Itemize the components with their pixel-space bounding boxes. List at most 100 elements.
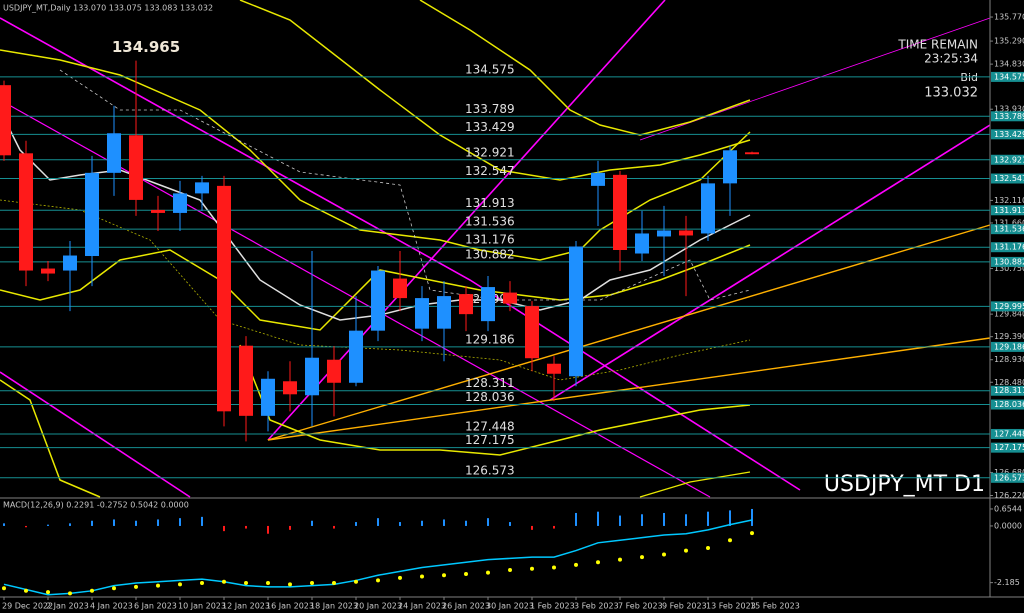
candle-body [85,172,99,257]
level-price-box [991,472,1024,483]
candle-body [635,233,649,254]
candle-body [19,153,33,271]
y-tick-label: 131.660 [994,218,1024,227]
y-tick-label: 133.930 [994,105,1024,114]
candle-body [437,296,451,329]
candle-body [701,183,715,234]
macd-bar [377,518,379,526]
signal-dot [222,579,226,584]
signal-dot [706,546,710,550]
x-tick-label: 13 Feb 2023 [706,602,756,611]
macd-bar [179,518,181,526]
y-tick-label: 126.680 [994,468,1024,477]
signal-dot [486,570,490,575]
candle-body [217,185,231,412]
signal-dot [596,560,600,565]
level-label: 130.882 [465,247,515,261]
candle-body [613,174,627,251]
candle-body [371,270,385,331]
macd-bar [157,519,159,526]
macd-bar [443,519,445,526]
level-price-label: 128.311 [994,386,1024,395]
time-remain-label: TIME REMAIN [897,38,978,52]
level-price-box [991,341,1024,352]
candle-body [679,230,693,236]
trend-line [0,17,801,491]
time-remain: 23:25:34 [924,52,978,66]
y-tick-label: 130.750 [994,264,1024,273]
level-price-label: 134.575 [994,72,1024,81]
level-price-box [991,129,1024,140]
bid: 133.032 [924,86,978,101]
signal-dot [332,581,336,586]
macd-bar [465,520,467,526]
band-upper [419,0,751,136]
macd-bar [91,520,93,526]
x-tick-label: 15 Feb 2023 [750,602,800,611]
signal-dot [398,575,402,580]
macd-bar [399,522,401,526]
macd-bar [201,516,203,526]
level-price-label: 133.429 [994,130,1024,139]
y-tick-label: 129.390 [994,332,1024,341]
macd-bar [69,523,71,526]
candle-body [349,330,363,383]
level-price-label: 131.913 [994,206,1024,215]
signal-dot [244,581,248,586]
candle-body [657,230,671,237]
signal-dot [178,582,182,587]
level-price-label: 132.921 [994,155,1024,164]
macd-line [3,519,753,596]
level-price-label: 129.995 [994,302,1024,311]
trend-line [0,371,191,498]
x-tick-label: 1 Feb 2023 [530,602,575,611]
macd-bar [3,523,5,526]
signal-dot [2,586,6,591]
level-label: 131.913 [465,196,515,210]
candle-body [503,292,517,304]
band-lower [0,379,101,498]
signal-dot [134,584,138,589]
level-label: 133.429 [465,120,515,134]
level-price-box [991,173,1024,184]
signal-dot [46,590,50,595]
signal-dot [662,552,666,557]
signal-dot [640,555,644,560]
macd-bar [25,525,27,528]
level-price-box [991,385,1024,396]
x-tick-label: 29 Dec 2022 [2,602,53,611]
x-tick-label: 3 Feb 2023 [574,602,619,611]
x-tick-label: 4 Jan 2023 [90,602,133,611]
candle-body [261,378,275,416]
signal-dot [200,581,204,586]
x-tick-label: 20 Jan 2023 [354,602,402,611]
signal-dot [90,588,94,593]
y-tick-label: 132.110 [994,196,1024,205]
candle-body [283,381,297,395]
trend-line [549,124,991,401]
level-label: 128.311 [465,376,515,390]
candle-body [129,135,143,200]
band-middle [0,244,751,331]
level-label: 127.175 [465,433,515,447]
x-tick-label: 26 Jan 2023 [442,602,490,611]
y-tick-label: 129.840 [994,310,1024,319]
level-price-box [991,428,1024,439]
candle-body [195,182,209,194]
band-lower [639,471,751,498]
candle-body [547,363,561,374]
macd-bar [135,520,137,526]
macd-title: MACD(12,26,9) 0.2291 -0.2752 0.5042 0.00… [3,501,189,510]
candle-body [173,193,187,213]
macd-bar [421,520,423,526]
level-price-box [991,442,1024,453]
level-label: 127.448 [465,419,515,433]
trend-line [267,337,991,441]
macd-bar [531,525,533,530]
x-tick-label: 2 Jan 2023 [46,602,89,611]
signal-dot [354,579,358,584]
candle-body [591,172,605,186]
signal-dot [266,581,270,586]
